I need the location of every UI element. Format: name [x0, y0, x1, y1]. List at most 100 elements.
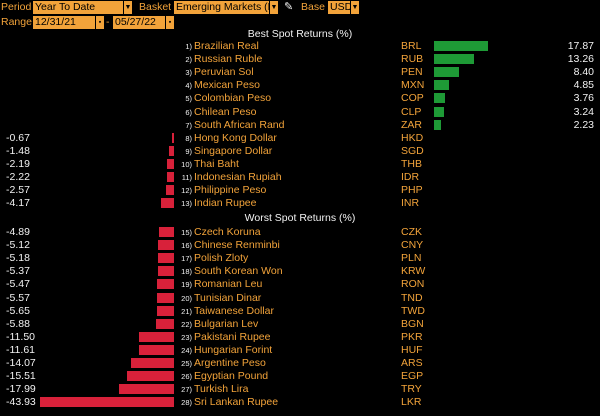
currency-row[interactable]: 2.23 7) South African Rand ZAR	[0, 119, 600, 132]
currency-name[interactable]: Chilean Peso	[194, 105, 257, 118]
currency-name[interactable]: Argentine Peso	[194, 357, 266, 369]
currency-row[interactable]: -5.37 18) South Korean Won KRW	[0, 265, 600, 278]
calendar-icon[interactable]: ▪	[165, 16, 174, 29]
currency-code[interactable]: THB	[401, 157, 422, 170]
currency-name[interactable]: Turkish Lira	[194, 383, 249, 396]
chevron-down-icon[interactable]: ▼	[269, 1, 278, 14]
currency-code[interactable]: CLP	[401, 105, 422, 118]
rank-number: 4)	[185, 81, 192, 91]
currency-row[interactable]: -4.89 15) Czech Koruna CZK	[0, 226, 600, 239]
currency-code[interactable]: EGP	[401, 370, 424, 383]
currency-row[interactable]: 17.87 1) Brazilian Real BRL	[0, 40, 600, 53]
calendar-icon[interactable]: ▪	[95, 16, 104, 29]
currency-code[interactable]: RUB	[401, 53, 424, 66]
currency-code[interactable]: LKR	[401, 396, 422, 409]
currency-name[interactable]: Taiwanese Dollar	[194, 304, 274, 317]
currency-row[interactable]: -43.93 28) Sri Lankan Rupee LKR	[0, 396, 600, 409]
currency-row[interactable]: -1.48 9) Singapore Dollar SGD	[0, 145, 600, 158]
currency-code[interactable]: PKR	[401, 330, 423, 343]
currency-name[interactable]: Colombian Peso	[194, 92, 272, 105]
period-select[interactable]: Year To Date	[33, 1, 123, 14]
currency-code[interactable]: RON	[401, 278, 425, 291]
currency-row[interactable]: -4.17 13) Indian Rupee INR	[0, 197, 600, 210]
positive-bar	[434, 67, 460, 78]
currency-row[interactable]: 4.85 4) Mexican Peso MXN	[0, 79, 600, 92]
basket-select[interactable]: Emerging Markets (E	[174, 1, 269, 14]
currency-name[interactable]: Thai Baht	[194, 157, 239, 170]
rank-number: 16)	[181, 241, 192, 251]
chevron-down-icon[interactable]: ▼	[350, 1, 359, 14]
currency-row[interactable]: -2.22 11) Indonesian Rupiah IDR	[0, 171, 600, 184]
chevron-down-icon[interactable]: ▼	[123, 1, 132, 14]
currency-code[interactable]: PLN	[401, 252, 422, 265]
currency-row[interactable]: -5.47 19) Romanian Leu RON	[0, 278, 600, 291]
currency-code[interactable]: BGN	[401, 317, 424, 330]
currency-name[interactable]: Philippine Peso	[194, 184, 267, 197]
currency-row[interactable]: 3.76 5) Colombian Peso COP	[0, 92, 600, 105]
currency-name[interactable]: Sri Lankan Rupee	[194, 396, 279, 409]
currency-name[interactable]: Egyptian Pound	[194, 370, 269, 383]
currency-name[interactable]: Peruvian Sol	[194, 66, 254, 79]
currency-name[interactable]: Romanian Leu	[194, 278, 263, 291]
currency-code[interactable]: ZAR	[401, 118, 422, 131]
currency-code[interactable]: CZK	[401, 226, 422, 238]
currency-code[interactable]: KRW	[401, 265, 426, 278]
base-label: Base	[301, 1, 325, 13]
currency-name[interactable]: Tunisian Dinar	[194, 291, 262, 304]
currency-name[interactable]: South Korean Won	[194, 265, 283, 278]
currency-row[interactable]: -0.67 8) Hong Kong Dollar HKD	[0, 132, 600, 145]
currency-name[interactable]: Chinese Renminbi	[194, 239, 280, 252]
currency-row[interactable]: -2.19 10) Thai Baht THB	[0, 158, 600, 171]
currency-name[interactable]: Polish Zloty	[194, 252, 249, 265]
currency-code[interactable]: MXN	[401, 79, 425, 92]
currency-code[interactable]: BRL	[401, 40, 422, 52]
currency-name[interactable]: Mexican Peso	[194, 79, 260, 92]
currency-code[interactable]: PHP	[401, 184, 423, 197]
currency-row[interactable]: -17.99 27) Turkish Lira TRY	[0, 383, 600, 396]
base-select[interactable]: USD	[328, 1, 350, 14]
currency-row[interactable]: -5.57 20) Tunisian Dinar TND	[0, 292, 600, 305]
currency-code[interactable]: HUF	[401, 343, 423, 356]
currency-code[interactable]: ARS	[401, 357, 423, 369]
currency-name[interactable]: Brazilian Real	[194, 40, 259, 52]
rank-number: 11)	[181, 173, 192, 182]
rank-number: 15)	[181, 228, 192, 237]
currency-name[interactable]: South African Rand	[194, 118, 285, 131]
currency-row[interactable]: -5.65 21) Taiwanese Dollar TWD	[0, 305, 600, 318]
currency-name[interactable]: Pakistani Rupee	[194, 330, 271, 343]
range-end-input[interactable]: 05/27/22	[113, 16, 165, 29]
currency-row[interactable]: -5.18 17) Polish Zloty PLN	[0, 252, 600, 265]
currency-name[interactable]: Indonesian Rupiah	[194, 171, 282, 183]
currency-code[interactable]: HKD	[401, 131, 424, 144]
currency-row[interactable]: -15.51 26) Egyptian Pound EGP	[0, 370, 600, 383]
currency-row[interactable]: -11.50 23) Pakistani Rupee PKR	[0, 331, 600, 344]
currency-row[interactable]: -5.88 22) Bulgarian Lev BGN	[0, 318, 600, 331]
currency-row[interactable]: 3.24 6) Chilean Peso CLP	[0, 106, 600, 119]
currency-code[interactable]: COP	[401, 92, 424, 105]
currency-row[interactable]: 13.26 2) Russian Ruble RUB	[0, 53, 600, 66]
currency-code[interactable]: TND	[401, 291, 423, 304]
currency-code[interactable]: TRY	[401, 383, 422, 396]
currency-row[interactable]: -2.57 12) Philippine Peso PHP	[0, 184, 600, 197]
currency-code[interactable]: SGD	[401, 144, 424, 157]
currency-code[interactable]: CNY	[401, 239, 424, 252]
currency-row[interactable]: -5.12 16) Chinese Renminbi CNY	[0, 239, 600, 252]
currency-name[interactable]: Hong Kong Dollar	[194, 131, 277, 144]
currency-row[interactable]: -14.07 25) Argentine Peso ARS	[0, 357, 600, 370]
currency-code[interactable]: TWD	[401, 304, 425, 317]
currency-name[interactable]: Singapore Dollar	[194, 144, 273, 157]
currency-code[interactable]: INR	[401, 197, 420, 210]
currency-row[interactable]: 8.40 3) Peruvian Sol PEN	[0, 66, 600, 79]
rank-number: 26)	[181, 372, 192, 382]
currency-name[interactable]: Hungarian Forint	[194, 343, 273, 356]
currency-row[interactable]: -11.61 24) Hungarian Forint HUF	[0, 344, 600, 357]
currency-code[interactable]: PEN	[401, 66, 423, 79]
currency-name[interactable]: Russian Ruble	[194, 53, 263, 66]
return-value: -14.07	[6, 357, 36, 369]
currency-name[interactable]: Czech Koruna	[194, 226, 261, 238]
currency-name[interactable]: Bulgarian Lev	[194, 317, 259, 330]
currency-name[interactable]: Indian Rupee	[194, 197, 257, 210]
currency-code[interactable]: IDR	[401, 171, 420, 183]
range-start-input[interactable]: 12/31/21	[33, 16, 95, 29]
pencil-icon[interactable]: ✎	[284, 1, 294, 13]
